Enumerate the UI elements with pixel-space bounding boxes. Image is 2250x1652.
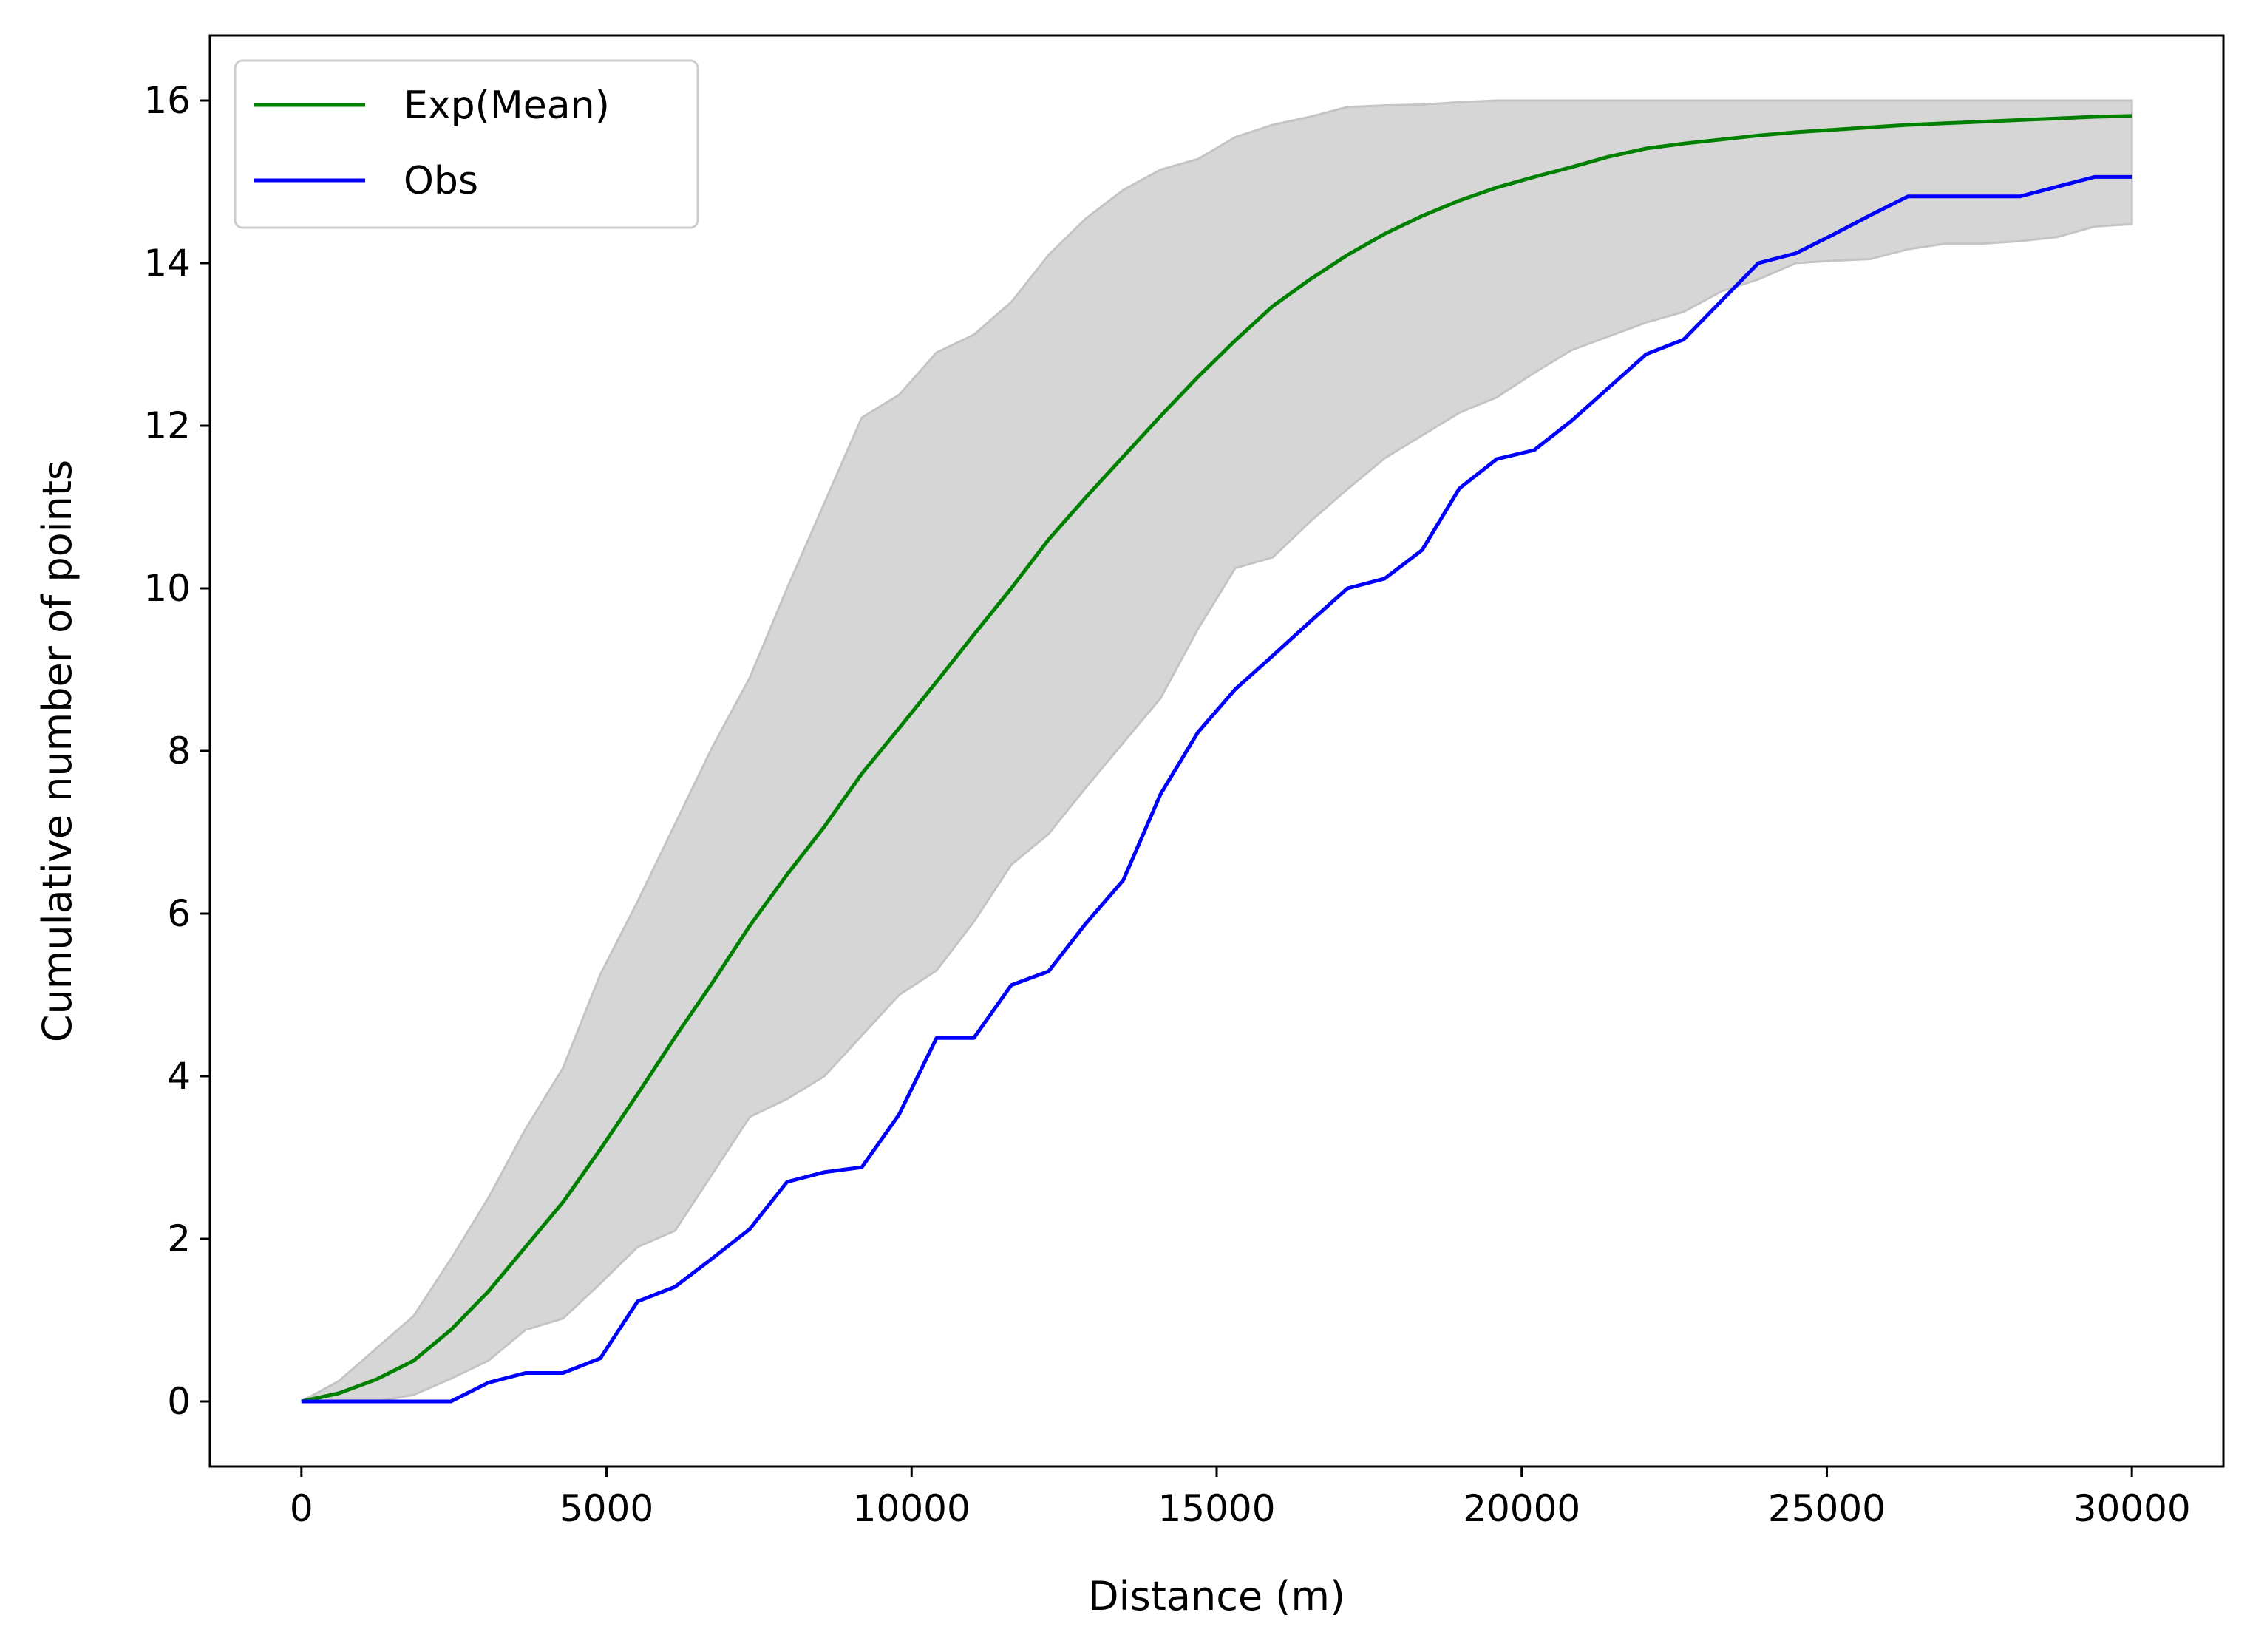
y-tick-label: 12 (143, 404, 191, 447)
y-tick-label: 6 (167, 892, 191, 935)
x-axis-label: Distance (m) (1088, 1573, 1345, 1619)
series-line-obs (301, 174, 2132, 1404)
y-tick-label: 16 (143, 79, 191, 122)
x-tick-label: 20000 (1463, 1487, 1580, 1530)
x-tick-label: 15000 (1158, 1487, 1275, 1530)
x-axis: 0 5000 10000 15000 20000 25000 30000 (290, 1466, 2191, 1530)
legend-label-obs: Obs (404, 159, 478, 203)
legend-box (234, 59, 699, 229)
y-tick-label: 0 (167, 1380, 191, 1423)
y-tick-label: 8 (167, 730, 191, 772)
simulation-envelope (301, 99, 2133, 1403)
y-tick-label: 10 (143, 567, 191, 610)
plot-area (301, 99, 2133, 1404)
legend-label-exp-mean: Exp(Mean) (404, 84, 610, 128)
y-tick-label: 14 (143, 242, 191, 285)
series-line-exp-mean (301, 114, 2132, 1404)
y-axis: 0 2 4 6 8 10 12 14 16 (143, 79, 210, 1423)
x-tick-label: 25000 (1768, 1487, 1886, 1530)
x-tick-label: 5000 (560, 1487, 653, 1530)
x-tick-label: 30000 (2073, 1487, 2191, 1530)
x-tick-label: 0 (290, 1487, 313, 1530)
y-axis-label: Cumulative number of points (34, 460, 81, 1042)
y-tick-label: 2 (167, 1217, 191, 1260)
legend: Exp(Mean) Obs (234, 59, 699, 229)
y-tick-label: 4 (167, 1055, 191, 1098)
x-tick-label: 10000 (853, 1487, 971, 1530)
